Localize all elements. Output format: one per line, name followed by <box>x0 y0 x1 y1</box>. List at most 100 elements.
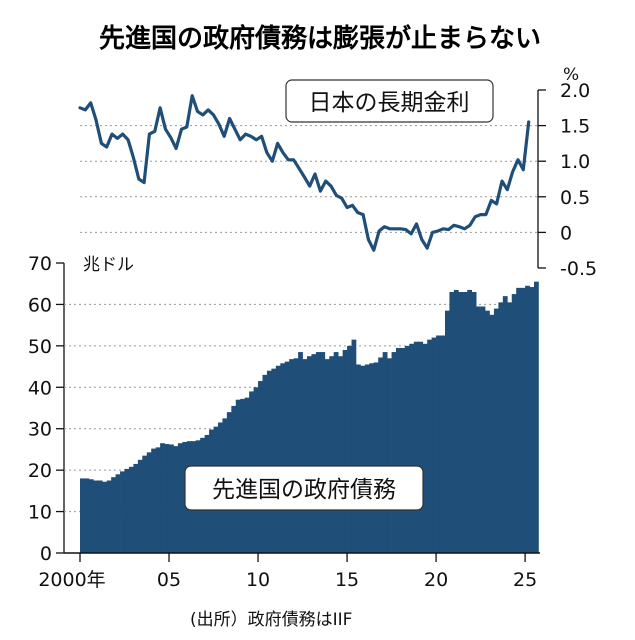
debt-bar <box>373 362 379 553</box>
debt-bar <box>173 446 179 553</box>
debt-bar <box>534 281 539 553</box>
debt-bar <box>493 308 499 553</box>
debt-panel: 兆ドル 70 60 50 40 30 20 10 0 先進国の政府債務 <box>28 253 539 565</box>
debt-bar <box>444 310 450 553</box>
debt-bar <box>284 361 290 553</box>
debt-bar <box>324 359 330 553</box>
debt-bar <box>315 352 321 553</box>
x-axis: 2000年 05 10 15 20 25 <box>38 552 540 591</box>
debt-unit-label: 兆ドル <box>83 255 134 275</box>
x-tick-label: 15 <box>335 569 359 591</box>
debt-bar <box>93 480 99 553</box>
debt-bar <box>307 356 312 553</box>
interest-rate-panel: % 2.0 1.5 1.0 0.5 0 -0.5 日本の長期金利 <box>78 65 597 280</box>
debt-bar <box>88 479 94 553</box>
debt-bar <box>467 289 473 553</box>
debt-bar <box>511 294 517 553</box>
debt-bars <box>80 281 539 553</box>
debt-tick-label: 60 <box>28 294 52 316</box>
debt-bar <box>347 345 352 553</box>
debt-bar <box>440 335 446 553</box>
debt-bar <box>271 368 277 553</box>
debt-tick-label: 20 <box>28 460 52 482</box>
debt-bar <box>400 347 406 553</box>
debt-bar <box>293 358 299 553</box>
x-tick-label: 2000年 <box>38 569 105 591</box>
debt-bar <box>351 339 357 553</box>
debt-bar <box>106 480 112 553</box>
debt-bar <box>409 343 415 553</box>
debt-bar <box>485 310 490 553</box>
debt-bar <box>529 287 535 553</box>
debt-y-axis: 70 60 50 40 30 20 10 0 <box>28 253 64 565</box>
rate-unit-label: % <box>563 65 579 85</box>
debt-bar <box>151 448 157 553</box>
debt-bar <box>338 356 343 553</box>
debt-bar <box>266 370 272 553</box>
rate-series-label: 日本の長期金利 <box>309 90 470 116</box>
debt-bar <box>404 345 410 553</box>
debt-bar <box>391 352 397 553</box>
debt-series-label: 先進国の政府債務 <box>212 477 396 503</box>
debt-bar <box>164 444 170 553</box>
debt-bar <box>458 292 464 553</box>
debt-bar <box>360 365 366 553</box>
debt-bar <box>146 452 152 553</box>
debt-bar <box>169 444 174 553</box>
debt-bar <box>476 306 481 553</box>
debt-bar <box>80 478 85 553</box>
rate-label-box <box>285 79 494 123</box>
debt-bar <box>342 350 348 553</box>
debt-bar <box>120 471 125 553</box>
debt-bar <box>275 365 281 553</box>
debt-tick-label: 30 <box>28 419 52 441</box>
debt-bar <box>453 289 459 553</box>
debt-bar <box>418 341 424 553</box>
rate-tick-label: -0.5 <box>560 258 597 280</box>
debt-bar <box>489 314 495 553</box>
debt-bar <box>298 352 303 553</box>
debt-bar <box>311 354 317 553</box>
rate-tick-label: 1.0 <box>560 151 590 173</box>
debt-bar <box>396 347 401 553</box>
rate-tick-label: 2.0 <box>560 80 590 102</box>
debt-label-box <box>184 465 424 511</box>
debt-bar <box>302 359 308 553</box>
debt-bar <box>124 468 130 553</box>
debt-bar <box>177 443 183 553</box>
debt-bar <box>502 296 508 553</box>
debt-bar <box>427 339 432 553</box>
debt-bar <box>133 463 139 553</box>
debt-bar <box>516 287 521 553</box>
debt-bar <box>431 337 437 553</box>
x-tick-label: 10 <box>246 569 270 591</box>
debt-bar <box>422 343 428 553</box>
debt-bar <box>262 374 268 553</box>
rate-y-axis: 2.0 1.5 1.0 0.5 0 -0.5 <box>538 80 597 280</box>
debt-bar <box>387 358 392 553</box>
debt-bar <box>355 364 361 553</box>
debt-bar <box>97 480 103 553</box>
chart-title: 先進国の政府債務は膨張が止まらない <box>99 23 541 54</box>
debt-tick-label: 10 <box>28 502 52 524</box>
debt-bar <box>155 447 161 553</box>
x-tick-label: 25 <box>513 569 537 591</box>
debt-bar <box>84 478 90 553</box>
debt-tick-label: 40 <box>28 377 52 399</box>
debt-bar <box>160 443 165 553</box>
debt-bar <box>111 477 116 553</box>
debt-bar <box>280 363 286 553</box>
rate-tick-label: 1.5 <box>560 116 590 138</box>
debt-bar <box>436 335 441 553</box>
debt-bar <box>115 474 121 553</box>
debt-tick-label: 50 <box>28 336 52 358</box>
debt-bar <box>480 306 486 553</box>
rate-tick-label: 0.5 <box>560 187 590 209</box>
debt-bar <box>333 352 339 553</box>
debt-tick-label: 70 <box>28 253 52 275</box>
debt-bar <box>102 481 108 553</box>
x-tick-label: 05 <box>157 569 181 591</box>
debt-bar <box>449 292 455 553</box>
debt-bar <box>142 455 148 553</box>
